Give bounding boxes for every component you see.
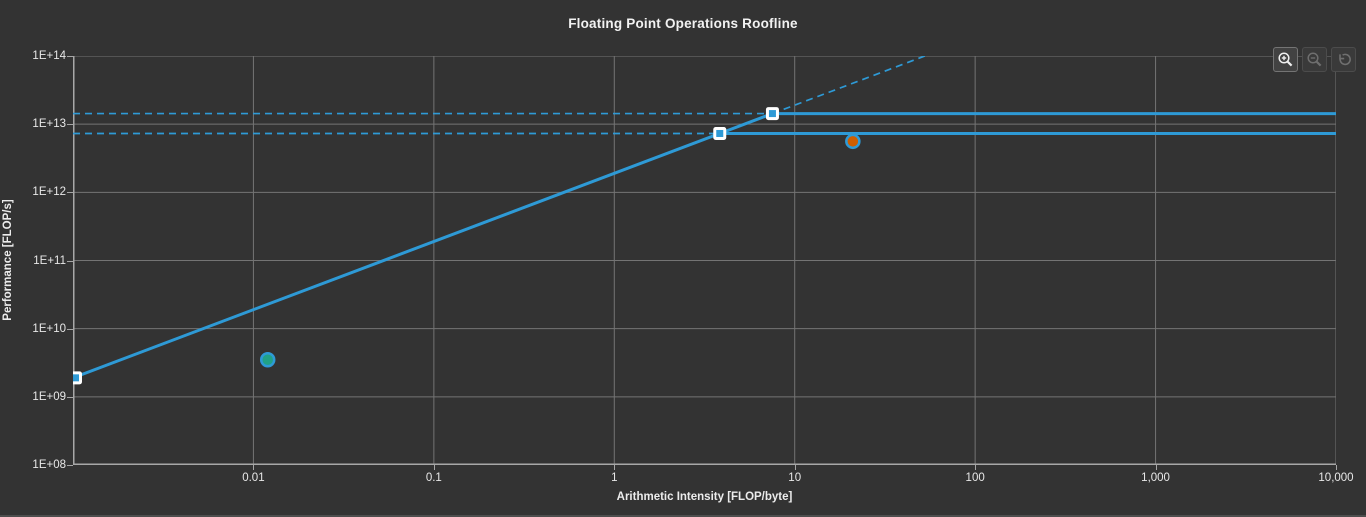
y-tick-mark bbox=[67, 328, 73, 330]
ridge-point-markers bbox=[73, 107, 779, 385]
teal-point[interactable] bbox=[259, 351, 276, 368]
reset-view-button[interactable] bbox=[1331, 47, 1356, 72]
roofline-lines bbox=[73, 56, 1336, 380]
y-tick-mark bbox=[67, 124, 73, 126]
memory-roofline-dashed bbox=[772, 56, 926, 115]
x-axis-title: Arithmetic Intensity [FLOP/byte] bbox=[616, 491, 793, 503]
x-tick-mark bbox=[433, 465, 435, 470]
x-tick-mark bbox=[1336, 465, 1337, 470]
x-tick-mark bbox=[975, 465, 977, 470]
ridge-point-marker-fill bbox=[716, 129, 724, 137]
y-tick-label: 1E+08 bbox=[32, 459, 66, 471]
y-tick-mark bbox=[67, 465, 73, 466]
x-tick-label: 10 bbox=[788, 472, 802, 484]
y-tick-label: 1E+14 bbox=[32, 50, 66, 62]
zoom-toolbar bbox=[1273, 47, 1356, 72]
zoom-out-button[interactable] bbox=[1302, 47, 1327, 72]
y-tick-label: 1E+10 bbox=[32, 322, 66, 335]
y-tick-label: 1E+11 bbox=[33, 254, 66, 267]
x-tick-label: 0.1 bbox=[425, 472, 442, 484]
magnifier-plus-icon bbox=[1278, 52, 1293, 67]
gridlines bbox=[73, 56, 1336, 465]
x-tick-label: 1 bbox=[611, 472, 618, 484]
y-tick-mark bbox=[67, 192, 73, 194]
y-tick-mark bbox=[67, 396, 73, 398]
panel-bottom-divider bbox=[0, 515, 1366, 517]
x-tick-label: 100 bbox=[965, 472, 985, 484]
x-tick-mark bbox=[253, 465, 255, 470]
orange-point[interactable] bbox=[845, 133, 861, 150]
y-tick-label: 1E+09 bbox=[32, 390, 66, 403]
plot-area[interactable] bbox=[73, 56, 1336, 465]
ridge-point-marker-fill bbox=[73, 374, 79, 382]
x-tick-label: 0.01 bbox=[242, 472, 265, 484]
y-tick-mark bbox=[67, 56, 73, 57]
x-tick-label: 1,000 bbox=[1141, 472, 1170, 484]
x-tick-mark bbox=[794, 465, 796, 470]
rotate-ccw-icon bbox=[1339, 53, 1351, 66]
chart-title: Floating Point Operations Roofline bbox=[568, 16, 798, 31]
x-tick-label: 10,000 bbox=[1318, 472, 1354, 484]
magnifier-minus-icon bbox=[1307, 52, 1322, 67]
y-tick-label: 1E+12 bbox=[32, 186, 66, 199]
y-tick-mark bbox=[67, 260, 73, 262]
x-tick-mark bbox=[614, 465, 616, 470]
roofline-chart bbox=[73, 56, 1336, 465]
zoom-in-button[interactable] bbox=[1273, 47, 1298, 72]
memory-roofline[interactable] bbox=[73, 112, 773, 380]
y-tick-label: 1E+13 bbox=[32, 118, 66, 131]
x-tick-mark bbox=[1155, 465, 1157, 470]
ridge-point-marker-fill bbox=[768, 110, 776, 118]
achieved-points bbox=[259, 133, 861, 368]
